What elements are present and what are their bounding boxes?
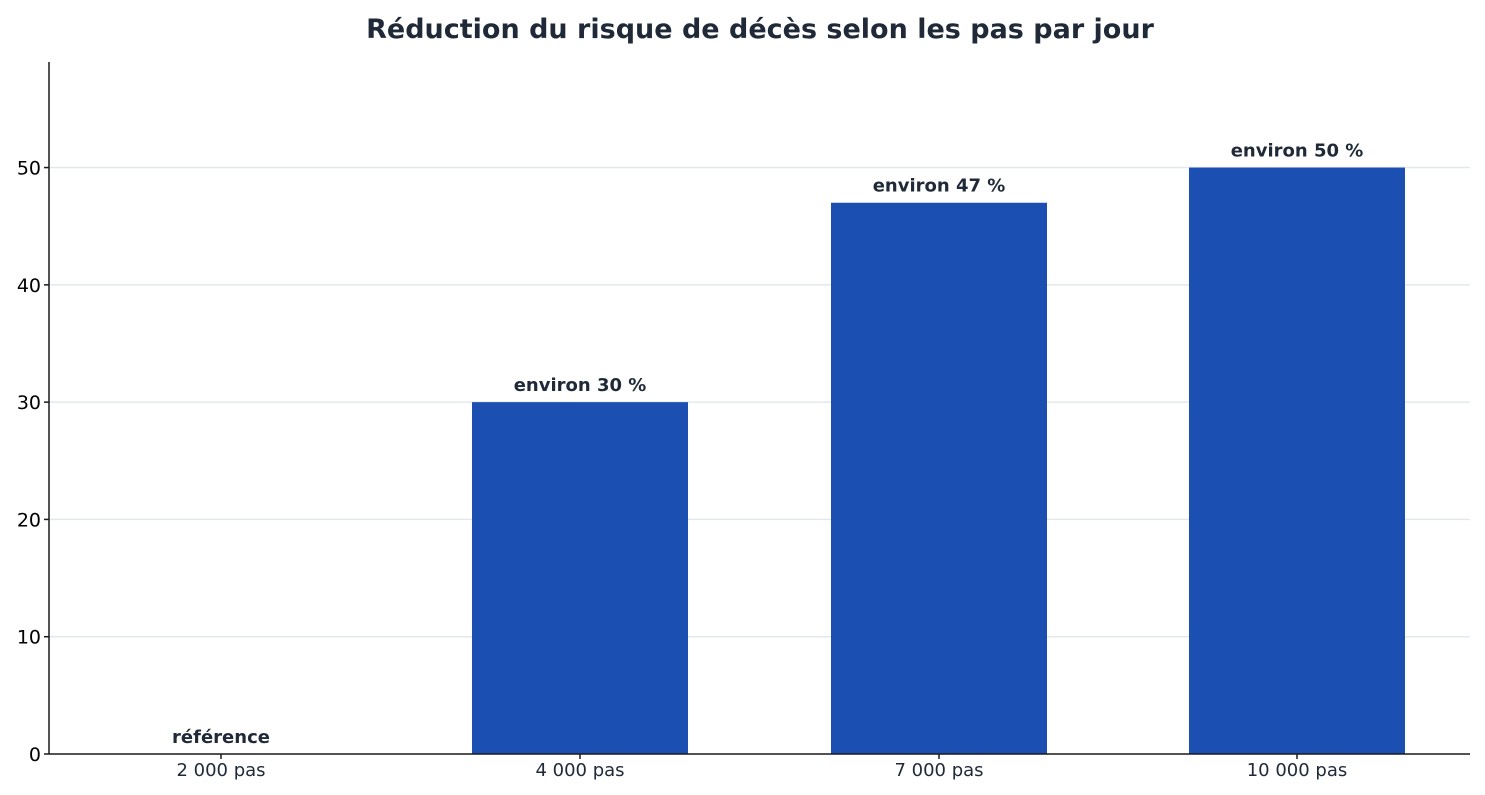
y-tick-label: 50 [17, 158, 41, 180]
y-axis-ticks: 0 10 20 30 40 50 [17, 158, 49, 766]
data-label: référence [172, 727, 270, 748]
data-label: environ 50 % [1231, 141, 1364, 162]
x-tick-label: 10 000 pas [1247, 760, 1348, 781]
y-tick-label: 30 [17, 392, 41, 414]
y-tick-label: 0 [29, 744, 41, 766]
data-label: environ 47 % [873, 176, 1006, 197]
bar-3 [831, 202, 1047, 755]
x-tick-label: 7 000 pas [894, 760, 983, 781]
data-label: environ 30 % [514, 375, 647, 396]
x-tick-label: 4 000 pas [535, 760, 624, 781]
y-tick-label: 40 [17, 275, 41, 297]
bar-4 [1189, 167, 1405, 754]
x-axis-ticks: 2 000 pas 4 000 pas 7 000 pas 10 000 pas [176, 754, 1347, 781]
y-tick-label: 20 [17, 509, 41, 531]
y-tick-label: 10 [17, 627, 41, 649]
x-tick-label: 2 000 pas [176, 760, 265, 781]
chart-title: Réduction du risque de décès selon les p… [366, 14, 1154, 45]
data-labels: référence environ 30 % environ 47 % environ… [172, 141, 1363, 748]
bar-2 [472, 402, 688, 754]
bar-series [472, 167, 1405, 755]
